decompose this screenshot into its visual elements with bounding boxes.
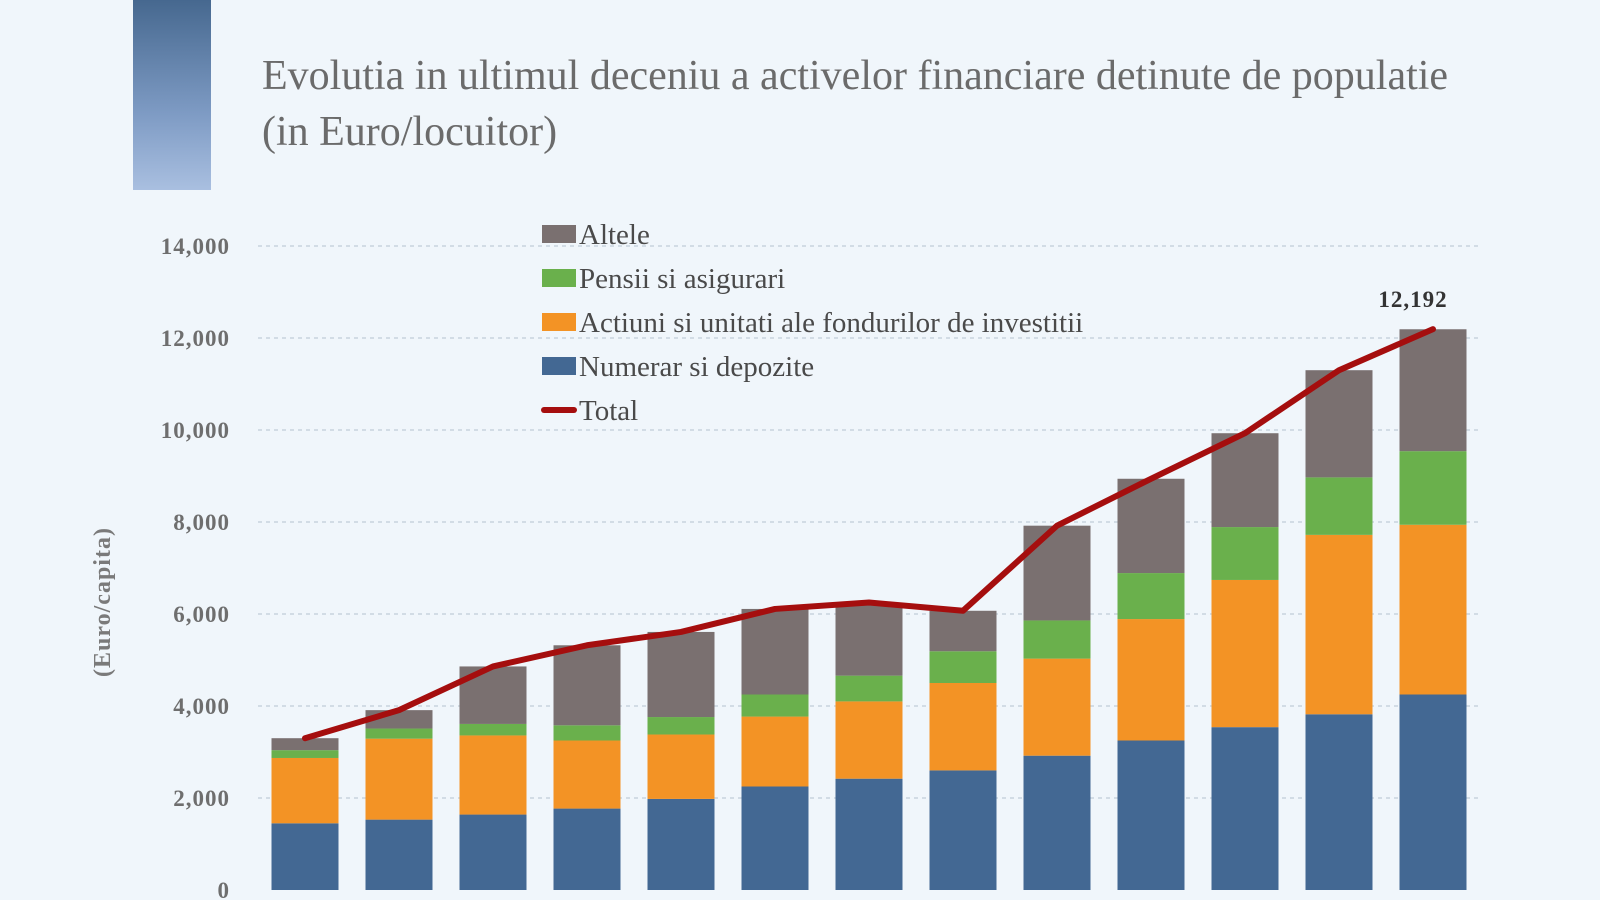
bar-pensii-2 — [459, 723, 527, 736]
legend-label-altele: Altele — [579, 219, 650, 251]
bar-pensii-6 — [835, 675, 903, 702]
bar-numerar-12 — [1399, 694, 1467, 890]
y-tick-label-2000: 2,000 — [173, 786, 230, 811]
y-tick-label-6000: 6,000 — [173, 602, 230, 627]
bar-pensii-4 — [647, 717, 715, 735]
bar-actiuni-3 — [553, 740, 621, 809]
bar-actiuni-8 — [1023, 658, 1091, 756]
bar-pensii-5 — [741, 694, 809, 717]
legend-label-numerar-si-depozite: Numerar si depozite — [579, 351, 814, 383]
bar-actiuni-7 — [929, 683, 997, 771]
bar-numerar-0 — [271, 823, 339, 890]
bar-pensii-3 — [553, 725, 621, 741]
bar-pensii-1 — [365, 728, 433, 739]
bar-actiuni-0 — [271, 757, 339, 824]
bar-numerar-2 — [459, 814, 527, 890]
legend-label-actiuni-si-unitati-ale-fondurilor-de-investitii: Actiuni si unitati ale fondurilor de inv… — [579, 307, 1083, 339]
bar-pensii-9 — [1117, 573, 1185, 620]
bar-actiuni-4 — [647, 734, 715, 799]
bar-actiuni-5 — [741, 716, 809, 787]
bar-actiuni-10 — [1211, 579, 1279, 728]
total-line — [302, 326, 1436, 742]
legend-swatch-altele — [542, 225, 576, 243]
bar-altele-9 — [1117, 478, 1185, 574]
bar-numerar-10 — [1211, 727, 1279, 890]
y-tick-label-10000: 10,000 — [161, 418, 230, 443]
bar-actiuni-12 — [1399, 524, 1467, 695]
bar-altele-7 — [929, 610, 997, 652]
page-title: Evolutia in ultimul deceniu a activelor … — [262, 53, 1449, 155]
bar-pensii-7 — [929, 651, 997, 683]
bar-altele-3 — [553, 645, 621, 726]
bar-numerar-3 — [553, 808, 621, 890]
y-tick-label-8000: 8,000 — [173, 510, 230, 535]
bar-numerar-5 — [741, 786, 809, 890]
bar-actiuni-2 — [459, 735, 527, 815]
bar-actiuni-6 — [835, 701, 903, 779]
y-tick-label-4000: 4,000 — [173, 694, 230, 719]
bar-altele-0 — [271, 738, 339, 751]
total-data-label-12: 12,192 — [1378, 287, 1447, 312]
bar-altele-10 — [1211, 433, 1279, 528]
bar-numerar-8 — [1023, 755, 1091, 890]
bar-altele-8 — [1023, 525, 1091, 621]
bar-actiuni-9 — [1117, 619, 1185, 741]
legend-swatch-numerar-si-depozite — [542, 357, 576, 375]
y-tick-label-0: 0 — [218, 878, 231, 900]
bar-numerar-9 — [1117, 740, 1185, 890]
y-axis-title: (Euro/capita) — [90, 527, 116, 677]
bar-numerar-6 — [835, 778, 903, 890]
legend-label-total: Total — [579, 395, 638, 427]
bar-altele-5 — [741, 608, 809, 695]
legend-swatch-pensii-si-asigurari — [542, 269, 576, 287]
bar-altele-12 — [1399, 329, 1467, 452]
bar-pensii-8 — [1023, 620, 1091, 659]
bar-pensii-11 — [1305, 477, 1373, 535]
bar-pensii-0 — [271, 750, 339, 758]
bar-numerar-11 — [1305, 714, 1373, 890]
bar-actiuni-1 — [365, 738, 433, 820]
title-accent-bar — [133, 0, 211, 190]
bar-altele-6 — [835, 602, 903, 676]
bar-pensii-10 — [1211, 527, 1279, 580]
legend-swatch-actiuni-si-unitati-ale-fondurilor-de-investitii — [542, 313, 576, 331]
bar-numerar-1 — [365, 819, 433, 890]
bar-pensii-12 — [1399, 451, 1467, 525]
y-tick-label-14000: 14,000 — [161, 234, 230, 259]
bar-actiuni-11 — [1305, 534, 1373, 715]
bar-altele-4 — [647, 631, 715, 718]
y-tick-label-12000: 12,000 — [161, 326, 230, 351]
bar-numerar-4 — [647, 798, 715, 890]
bar-numerar-7 — [929, 770, 997, 890]
legend-label-pensii-si-asigurari: Pensii si asigurari — [579, 263, 785, 295]
